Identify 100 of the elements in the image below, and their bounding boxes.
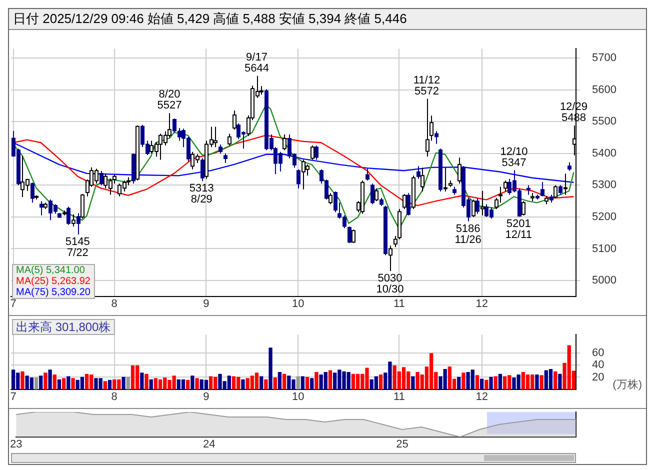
x-tick-label: 9 [203, 391, 210, 404]
bar [62, 378, 66, 390]
y-tick-label: 5400 [592, 147, 616, 160]
bar [540, 375, 544, 390]
y-tick-label: 5700 [592, 52, 616, 64]
bar [273, 378, 277, 390]
bar [494, 376, 498, 390]
y-tick-label: 5000 [592, 274, 616, 287]
bar [548, 368, 553, 390]
text: MA(75) 5,309.20 [16, 287, 90, 298]
x-tick-label: 11 [393, 391, 405, 404]
bar [278, 372, 282, 390]
bar [498, 374, 502, 390]
bar [484, 380, 488, 390]
bar [154, 378, 158, 390]
bar [300, 376, 305, 390]
annotation: 5313 8/29 [189, 182, 214, 206]
bar [140, 372, 144, 390]
bar [204, 380, 208, 390]
bar [103, 381, 107, 390]
bar [378, 374, 383, 390]
bar [227, 376, 232, 390]
bar [535, 374, 539, 390]
bar [52, 374, 56, 390]
bar [186, 380, 190, 390]
bar [34, 378, 38, 390]
y-tick-label: 5600 [592, 84, 616, 96]
annotation: 9/17 5644 [244, 51, 269, 74]
bar [44, 372, 48, 390]
bar [489, 376, 493, 390]
bar [241, 379, 245, 390]
bar [480, 378, 484, 390]
x-tick-label: 7 [10, 391, 16, 404]
bar [66, 376, 70, 390]
bar [39, 376, 43, 390]
annotation: 11/12 5572 [413, 74, 440, 98]
bar [144, 374, 148, 390]
annotation: 5145 7/22 [65, 236, 90, 259]
bar [135, 365, 140, 390]
bar [181, 379, 186, 390]
x-tick-label: 25 [396, 438, 408, 451]
bar [254, 372, 259, 390]
bar [282, 374, 286, 390]
bar [296, 376, 300, 390]
chart-title: 日付 2025/12/29 09:46 始値 5,429 高値 5,488 安値 5,394 終値 5,446 [9, 9, 646, 30]
x-tick-label: 9 [203, 298, 210, 310]
bar [356, 374, 360, 390]
x-tick-label: 8 [111, 391, 118, 404]
y-tick-label: 40 [592, 359, 604, 372]
bar [310, 378, 314, 390]
y-axis-title: (万株) [612, 378, 642, 392]
x-tick-label: 12 [476, 391, 488, 404]
text: MA(5) 5,341.00 [16, 265, 86, 276]
bar [305, 376, 310, 390]
bar [232, 376, 236, 390]
bar [122, 376, 126, 390]
bar [190, 376, 194, 390]
bar [554, 371, 558, 390]
bar [158, 379, 162, 390]
bar [462, 372, 466, 390]
chart-title: 出来高 301,800株 [12, 319, 115, 335]
bar [558, 374, 562, 390]
bar [20, 371, 24, 390]
bar [48, 370, 52, 390]
x-tick-label: 23 [10, 438, 22, 451]
x-tick-label: 10 [292, 391, 304, 404]
bar [11, 370, 16, 390]
bar [521, 372, 526, 390]
bar [402, 367, 406, 390]
bar [149, 379, 153, 390]
bar [264, 379, 268, 390]
bar [130, 365, 135, 390]
annotation: 5030 10/30 [376, 272, 404, 296]
x-tick-label: 10 [292, 298, 304, 310]
bar [351, 374, 356, 390]
bar [526, 374, 530, 390]
annotation: 12/10 5347 [500, 146, 528, 169]
annotation: 5186 11/26 [454, 222, 482, 246]
x-tick-label: 24 [203, 438, 216, 451]
y-tick-label: 5200 [592, 211, 616, 224]
bar [502, 376, 507, 390]
bar [448, 366, 452, 390]
bar [328, 370, 332, 390]
bar [71, 378, 75, 390]
bar [80, 376, 84, 390]
x-tick-label: 12 [476, 298, 488, 310]
bar [108, 380, 112, 390]
text: MA(25) 5,263.92 [16, 276, 90, 287]
y-tick-label: 20 [592, 371, 604, 384]
x-tick-label: 7 [10, 298, 16, 310]
bar [268, 348, 272, 390]
bar [208, 376, 213, 390]
x-tick-label: 11 [393, 298, 405, 310]
y-tick-label: 60 [592, 346, 604, 359]
bar [126, 376, 130, 390]
annotation: 8/20 5527 [157, 88, 182, 112]
bar [314, 372, 318, 390]
bar [411, 376, 415, 390]
bar [374, 376, 378, 390]
bar [195, 378, 199, 390]
